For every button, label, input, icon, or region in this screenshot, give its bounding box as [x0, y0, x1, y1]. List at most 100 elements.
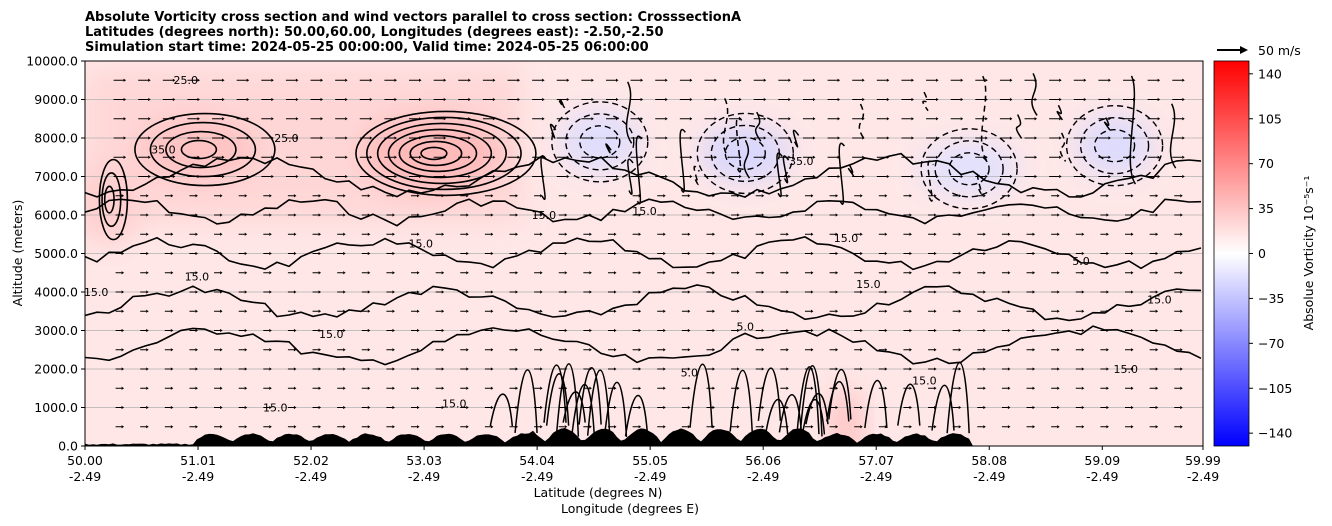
wind-vector-head — [146, 328, 149, 333]
wind-vector-head — [441, 213, 445, 217]
wind-vector-head — [886, 136, 890, 140]
wind-vector-head — [1083, 78, 1087, 82]
wind-vector-head — [542, 136, 545, 140]
wind-vector-head — [862, 78, 865, 82]
wind-vector-head — [540, 348, 543, 352]
wind-vector-head — [1180, 386, 1183, 390]
wind-vector-head — [466, 309, 469, 313]
wind-vector-head — [318, 213, 322, 217]
wind-vector-head — [786, 367, 789, 371]
wind-vector-head — [318, 271, 322, 275]
wind-vector-head — [786, 328, 789, 333]
contour-line — [625, 81, 633, 144]
wind-vector-head — [318, 309, 322, 313]
y-tick-label: 1000.0 — [34, 400, 78, 415]
wind-vector-head — [1133, 97, 1136, 102]
wind-vector-head — [737, 405, 740, 410]
wind-vector-head — [786, 290, 789, 294]
wind-vector-head — [810, 251, 814, 256]
x-tick-label-longitude: -2.49 — [1086, 469, 1118, 484]
wind-vector-head — [244, 271, 248, 275]
wind-vector-head — [761, 309, 765, 313]
wind-vector-head — [269, 425, 272, 429]
wind-vector-head — [367, 194, 371, 198]
y-tick-label: 9000.0 — [34, 92, 78, 107]
wind-vector-head — [862, 155, 865, 159]
wind-vector-head — [1155, 367, 1159, 371]
wind-vector-head — [761, 425, 765, 429]
wind-vector-head — [222, 174, 225, 179]
contour-line-negative — [565, 113, 635, 171]
wind-vector-head — [812, 155, 816, 159]
wind-vector-head — [466, 290, 469, 294]
wind-vector-head — [687, 425, 691, 429]
wind-vector-head — [934, 348, 937, 352]
contour-line — [805, 392, 829, 425]
wind-vector-head — [392, 251, 395, 256]
wind-vector-head — [1081, 271, 1085, 275]
wind-vector-head — [271, 78, 274, 82]
wind-vector-head — [958, 405, 962, 410]
wind-vector-head — [417, 251, 420, 256]
wind-vector-head — [269, 386, 272, 390]
wind-vector-head — [663, 213, 666, 217]
wind-vector-head — [737, 232, 740, 236]
wind-vector-head — [960, 117, 964, 121]
contour-line — [85, 236, 1202, 271]
wind-vector-head — [318, 328, 322, 333]
wind-vector-head — [1106, 405, 1109, 410]
wind-vector-head — [443, 136, 447, 140]
wind-vector-head — [983, 194, 986, 198]
wind-vector-head — [589, 328, 592, 333]
contour-line-negative — [1079, 116, 1150, 175]
contour-line — [409, 140, 463, 167]
wind-vector-head — [246, 136, 250, 140]
wind-vector-head — [886, 174, 890, 179]
wind-vector-head — [1034, 117, 1038, 121]
wind-vector-head — [441, 328, 445, 333]
x-tick-label-latitude: 57.07 — [858, 453, 894, 468]
wind-vector-head — [343, 405, 346, 410]
wind-vector-head — [220, 367, 223, 371]
wind-vector-head — [786, 271, 789, 275]
wind-vector-head — [517, 97, 521, 102]
wind-vector-head — [1032, 194, 1036, 198]
wind-vector-head — [983, 405, 986, 410]
wind-vector-head — [1081, 309, 1085, 313]
contour-label: 15.0 — [532, 209, 557, 222]
wind-vector-head — [515, 271, 519, 275]
wind-vector-head — [515, 386, 519, 390]
wind-vector-head — [1180, 367, 1183, 371]
wind-vector-head — [1032, 271, 1036, 275]
wind-vector-head — [492, 136, 496, 140]
wind-vector-head — [566, 97, 570, 102]
y-axis-label: Altitude (meters) — [10, 200, 25, 307]
wind-vector-head — [1108, 136, 1111, 140]
wind-vector-head — [1032, 425, 1036, 429]
wind-vector-head — [638, 213, 642, 217]
wind-vector-head — [1131, 271, 1134, 275]
wind-vector-head — [269, 290, 272, 294]
wind-vector-head — [763, 97, 767, 102]
wind-vector-head — [343, 425, 346, 429]
wind-vector-head — [1133, 78, 1136, 82]
wind-vector-head — [197, 97, 200, 102]
wind-vector-head — [220, 194, 223, 198]
wind-vector-head — [246, 155, 250, 159]
wind-vector-head — [343, 194, 346, 198]
contour-line — [624, 395, 649, 437]
wind-vector-head — [172, 78, 176, 82]
wind-vector-head — [613, 251, 617, 256]
wind-vector-head — [540, 213, 543, 217]
wind-vector-head — [663, 405, 666, 410]
wind-vector-head — [1057, 328, 1060, 333]
wind-vector-head — [1180, 271, 1183, 275]
wind-vector-head — [1180, 194, 1183, 198]
wind-vector-head — [1157, 155, 1161, 159]
wind-vector-head — [293, 194, 297, 198]
wind-vector-head — [490, 367, 494, 371]
wind-vector-head — [244, 194, 248, 198]
wind-vector-head — [837, 78, 841, 82]
wind-vector-head — [146, 367, 149, 371]
wind-vector-head — [392, 386, 395, 390]
